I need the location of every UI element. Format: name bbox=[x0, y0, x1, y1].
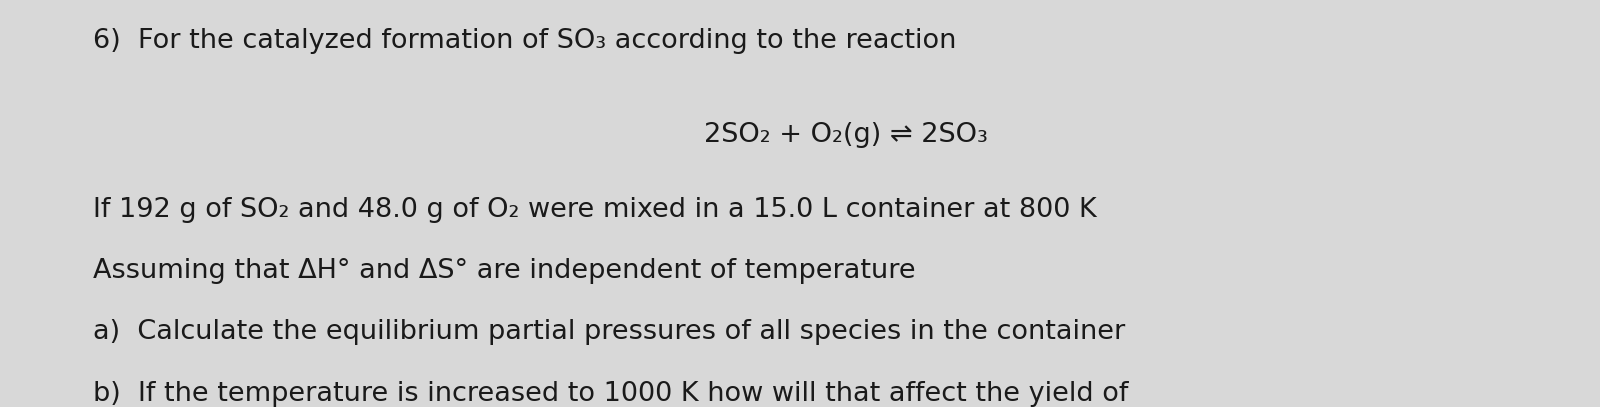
Text: 2SO₂ + O₂(g) ⇌ 2SO₃: 2SO₂ + O₂(g) ⇌ 2SO₃ bbox=[704, 122, 987, 148]
Text: 6)  For the catalyzed formation of SO₃ according to the reaction: 6) For the catalyzed formation of SO₃ ac… bbox=[93, 28, 957, 55]
Text: Assuming that ΔH° and ΔS° are independent of temperature: Assuming that ΔH° and ΔS° are independen… bbox=[93, 258, 915, 284]
Text: b)  If the temperature is increased to 1000 K how will that affect the yield of: b) If the temperature is increased to 10… bbox=[93, 381, 1128, 407]
Text: If 192 g of SO₂ and 48.0 g of O₂ were mixed in a 15.0 L container at 800 K: If 192 g of SO₂ and 48.0 g of O₂ were mi… bbox=[93, 197, 1096, 223]
Text: a)  Calculate the equilibrium partial pressures of all species in the container: a) Calculate the equilibrium partial pre… bbox=[93, 319, 1125, 346]
